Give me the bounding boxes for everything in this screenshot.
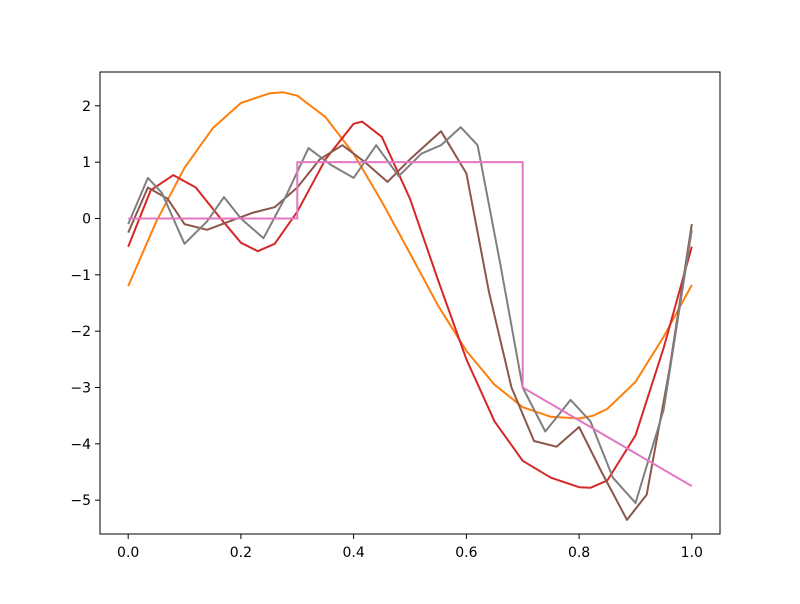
- y-tick-label: −4: [70, 437, 91, 453]
- series-line-4: [128, 161, 693, 487]
- series-line-0: [127, 91, 693, 420]
- y-tick-label: −1: [70, 268, 91, 284]
- x-tick-label: 0.4: [343, 545, 365, 561]
- plot-background: [100, 72, 720, 534]
- series-layer: [127, 91, 693, 521]
- series-line-2: [127, 130, 693, 521]
- y-tick-label: −5: [70, 493, 91, 509]
- y-tick-label: −3: [70, 381, 91, 397]
- x-tick-label: 0.2: [230, 545, 252, 561]
- series-line-1: [127, 120, 693, 489]
- y-axis-ticks: 2 1 0 −1 −2 −3 −4 −5: [70, 99, 100, 509]
- y-tick-label: 1: [82, 155, 91, 171]
- x-tick-label: 1.0: [681, 545, 703, 561]
- y-tick-label: −2: [70, 324, 91, 340]
- y-tick-label: 2: [82, 99, 91, 115]
- x-tick-label: 0.0: [117, 545, 139, 561]
- y-tick-label: 0: [82, 211, 91, 227]
- plot-frame: [99, 71, 721, 535]
- x-tick-label: 0.6: [455, 545, 477, 561]
- x-axis-ticks: 0.0 0.2 0.4 0.6 0.8 1.0: [117, 534, 703, 561]
- x-tick-label: 0.8: [568, 545, 590, 561]
- series-line-3: [127, 126, 693, 504]
